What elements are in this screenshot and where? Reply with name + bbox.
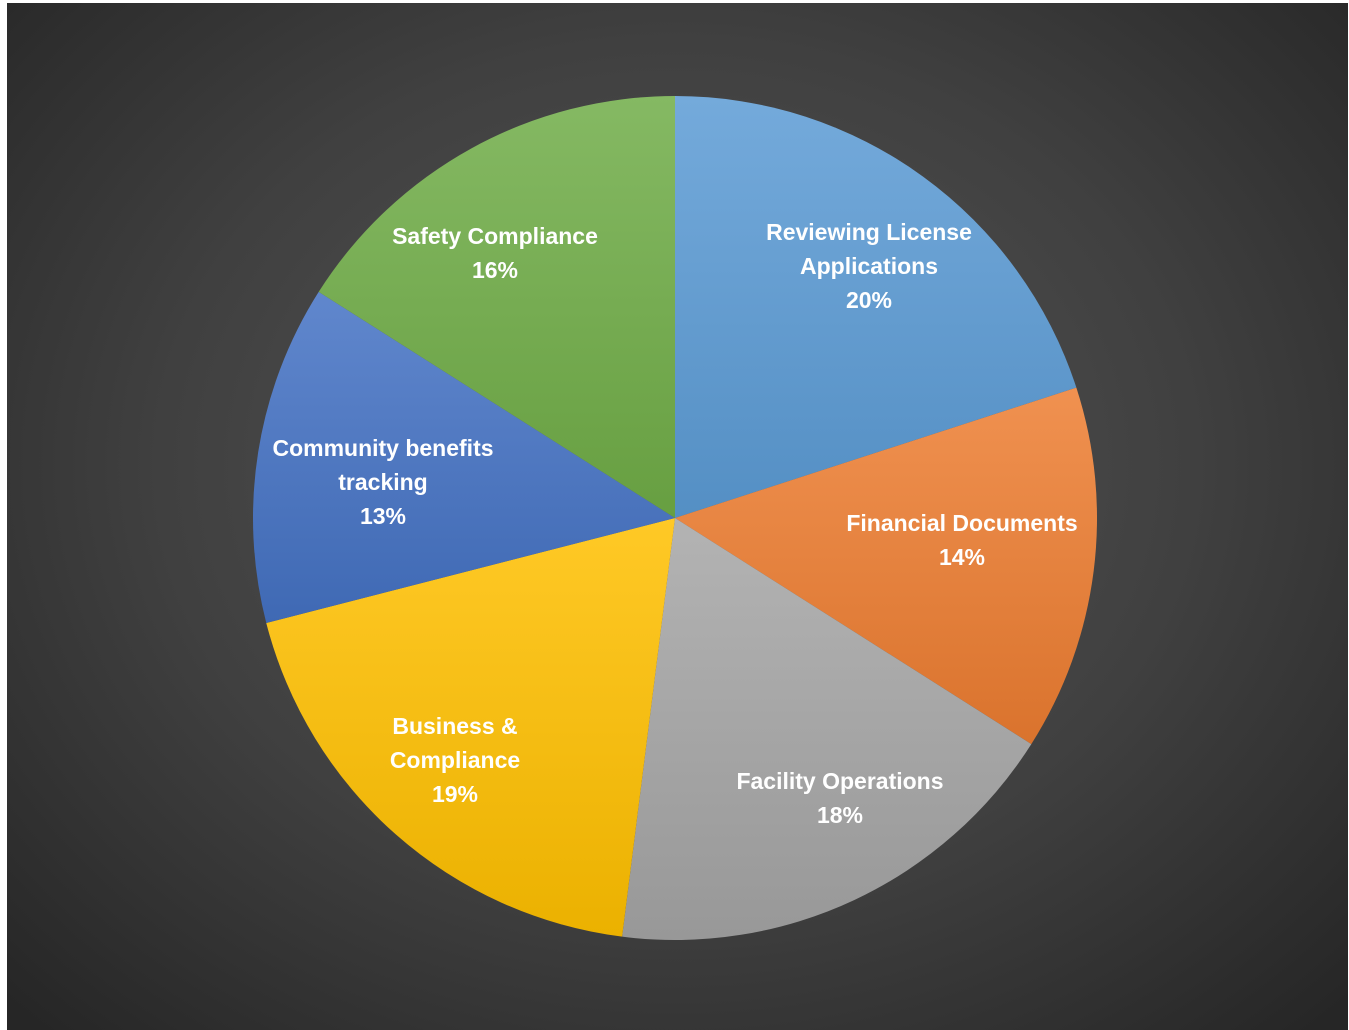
slice-label-4: Business & Compliance 19%: [390, 713, 520, 807]
slice-label-6: Safety Compliance 16%: [392, 223, 598, 283]
pie-slice-4: [266, 518, 675, 937]
slice-value-label: 16%: [472, 257, 518, 283]
slice-label-1: Reviewing License Applications 20%: [766, 219, 972, 313]
pie-slice-6: [318, 96, 675, 518]
pie-slice-5: [252, 291, 675, 623]
slice-label-3: Facility Operations 18%: [736, 768, 943, 828]
pie-slices: [252, 96, 1098, 940]
slice-value-label: 20%: [846, 287, 892, 313]
slice-value-label: 14%: [939, 544, 985, 570]
pie-slice-3: [622, 518, 1032, 940]
pie-slice-1: [675, 96, 1077, 518]
slice-value-label: 18%: [817, 802, 863, 828]
slice-category-label: Facility Operations: [736, 768, 943, 794]
pie-labels: Reviewing License Applications 20% Financia…: [272, 219, 1077, 828]
slice-label-2: Financial Documents 14%: [846, 510, 1077, 570]
slice-category-label: Community benefits: [272, 435, 493, 461]
slice-category-label: Business &: [392, 713, 517, 739]
pie-slice-2: [675, 387, 1098, 745]
slice-category-label: Reviewing License: [766, 219, 972, 245]
slice-label-5: Community benefits tracking 13%: [272, 435, 493, 529]
chart-area: Reviewing License Applications 20% Financia…: [7, 3, 1348, 1030]
slice-category-label: Applications: [800, 253, 938, 279]
slice-value-label: 19%: [432, 781, 478, 807]
slice-category-label: Compliance: [390, 747, 520, 773]
slice-category-label: Financial Documents: [846, 510, 1077, 536]
slice-value-label: 13%: [360, 503, 406, 529]
slice-category-label: tracking: [338, 469, 427, 495]
slice-category-label: Safety Compliance: [392, 223, 598, 249]
pie-chart: Reviewing License Applications 20% Financia…: [252, 96, 1098, 940]
